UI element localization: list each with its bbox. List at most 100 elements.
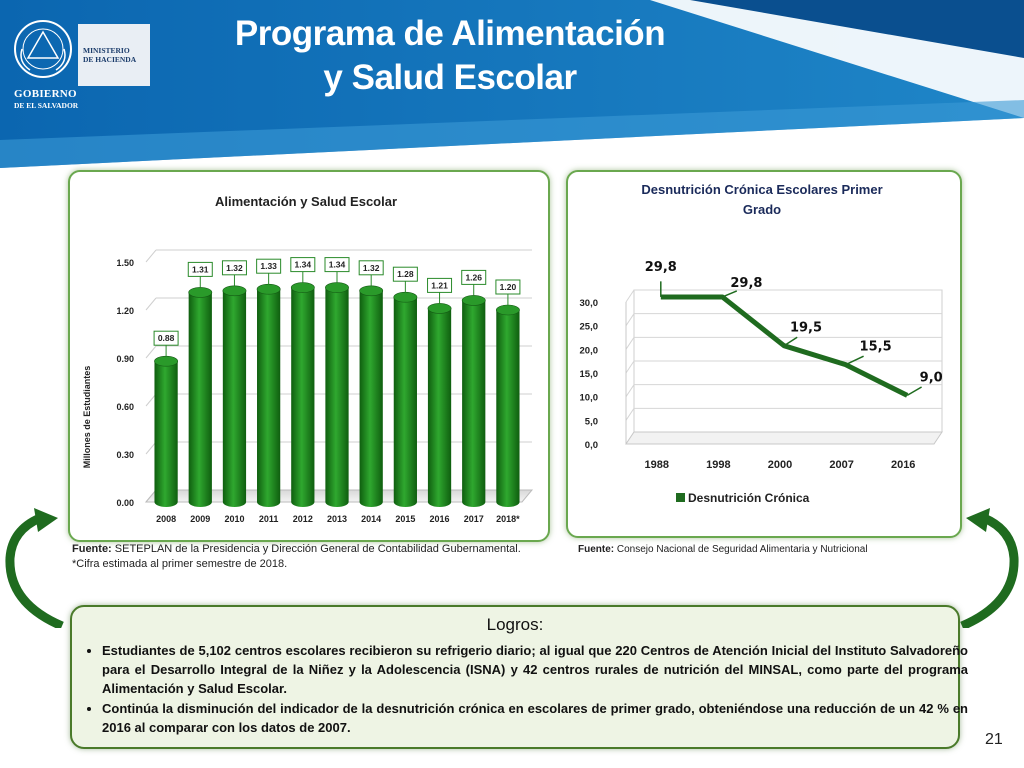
bar <box>461 295 486 507</box>
bar-ytick-label: 0.00 <box>116 498 134 508</box>
bar-value-label: 1.26 <box>465 272 482 282</box>
bar-value-label: 1.34 <box>295 260 312 270</box>
bar <box>393 291 418 507</box>
left-source-text: SETEPLAN de la Presidencia y Dirección G… <box>111 543 521 555</box>
bar-body <box>325 287 349 507</box>
line-gridline-side <box>625 384 635 397</box>
bar-category-label: 2010 <box>224 514 244 524</box>
line-ytick-label: 10,0 <box>580 393 599 404</box>
bar-top <box>495 304 520 316</box>
achievements-box: Logros: Estudiantes de 5,102 centros esc… <box>70 605 968 749</box>
left-source: Fuente: SETEPLAN de la Presidencia y Dir… <box>72 542 521 572</box>
line-value-leader <box>906 386 922 397</box>
bar-chart-title: Alimentación y Salud Escolar <box>215 194 397 209</box>
bar-category-label: 2013 <box>327 514 347 524</box>
line-value-label: 15,5 <box>860 340 892 355</box>
line-ytick-label: 5,0 <box>585 416 598 427</box>
gov-line2: DE EL SALVADOR <box>14 101 79 110</box>
bar-gridline-side <box>145 249 157 263</box>
line-gridline-side <box>625 360 635 374</box>
bar <box>222 285 247 507</box>
bar-top <box>290 282 315 293</box>
title-line1: Programa de Alimentación <box>234 14 666 53</box>
header-background <box>0 0 1024 168</box>
line-category-label: 2000 <box>768 459 792 471</box>
achievement-item: Estudiantes de 5,102 centros escolares r… <box>102 641 968 698</box>
line-value-label: 29,8 <box>730 276 762 291</box>
line-gridline-side <box>625 289 635 303</box>
bar-category-label: 2009 <box>190 514 210 524</box>
seal-icon <box>14 20 72 78</box>
bar <box>290 282 315 507</box>
bar-category-label: 2012 <box>293 514 313 524</box>
line-ytick-label: 0,0 <box>585 440 598 451</box>
line-value-label: 19,5 <box>790 321 822 336</box>
bar <box>325 282 349 507</box>
bar-category-label: 2016 <box>430 514 450 524</box>
right-source: Fuente: Consejo Nacional de Seguridad Al… <box>578 544 868 555</box>
bar-top <box>222 285 247 297</box>
bar-body <box>393 297 417 507</box>
line-legend-swatch <box>676 493 685 502</box>
bar-chart: Alimentación y Salud Escolar Millones de… <box>82 194 534 524</box>
bar-top <box>393 291 418 303</box>
bar <box>256 283 281 507</box>
bar-value-box <box>358 260 384 276</box>
line-gridline-side <box>625 408 635 421</box>
bar <box>495 304 520 507</box>
bar-chart-ylabel: Millones de Estudiantes <box>82 366 92 469</box>
bar-value-label: 1.21 <box>431 280 448 290</box>
government-logo: MINISTERIO DE HACIENDA GOBIERNO DE EL SA… <box>12 18 150 110</box>
bar-gridline-side <box>145 345 157 359</box>
bar-value-box <box>461 269 487 285</box>
bar <box>188 287 213 507</box>
bar-value-box <box>187 261 213 277</box>
line-chart-panel: Desnutrición Crónica Escolares Primer Gr… <box>566 170 962 538</box>
right-source-text: Consejo Nacional de Seguridad Alimentari… <box>614 544 868 555</box>
curved-arrow-left-icon <box>5 508 64 628</box>
line-value-leader <box>845 355 864 366</box>
bar-top <box>154 355 179 367</box>
line-value-leader <box>783 336 798 347</box>
bar-category-label: 2018* <box>496 514 520 524</box>
ministry-line2: DE HACIENDA <box>83 55 137 64</box>
bar-chart-panel: Alimentación y Salud Escolar Millones de… <box>68 170 550 542</box>
bar-category-label: 2015 <box>395 514 415 524</box>
bar-ytick-label: 0.90 <box>116 354 134 364</box>
bar-body <box>154 361 178 507</box>
header-banner: MINISTERIO DE HACIENDA GOBIERNO DE EL SA… <box>0 0 1024 170</box>
bar-top <box>359 285 384 297</box>
line-category-label: 1998 <box>706 459 730 471</box>
bar-value-label: 0.88 <box>158 333 175 343</box>
bar-body <box>427 308 452 507</box>
bar-gridline-side <box>145 393 157 407</box>
bar-value-label: 1.20 <box>500 282 517 292</box>
curved-arrow-right-icon <box>960 508 1019 628</box>
bar-category-label: 2014 <box>361 514 381 524</box>
bar-value-label: 1.34 <box>329 260 346 270</box>
line-gridline-side <box>625 337 635 350</box>
gov-line1: GOBIERNO <box>14 88 77 100</box>
line-category-label: 1988 <box>645 459 669 471</box>
bar-top <box>325 282 349 293</box>
bar-body <box>188 292 212 507</box>
line-ytick-label: 15,0 <box>580 369 599 380</box>
bar-value-box <box>221 260 247 276</box>
bar-category-label: 2017 <box>464 514 484 524</box>
line-value-leader <box>722 290 738 298</box>
line-floor <box>625 431 943 445</box>
bar-ytick-label: 1.20 <box>116 306 134 316</box>
bar <box>359 285 384 507</box>
bar-body <box>496 310 520 507</box>
line-category-label: 2016 <box>891 459 915 471</box>
page-title: Programa de Alimentación y Salud Escolar <box>210 12 690 100</box>
line-gridline-side <box>625 313 635 326</box>
line-chart-title-line2: Grado <box>743 202 781 217</box>
bar-body <box>222 290 247 507</box>
achievement-item: Continúa la disminución del indicador de… <box>102 699 968 737</box>
line-chart-title-line1: Desnutrición Crónica Escolares Primer <box>641 182 882 197</box>
bar <box>154 355 179 507</box>
bar-body <box>257 289 281 507</box>
ministry-logo: MINISTERIO DE HACIENDA <box>78 24 150 86</box>
line-category-label: 2007 <box>829 459 853 471</box>
